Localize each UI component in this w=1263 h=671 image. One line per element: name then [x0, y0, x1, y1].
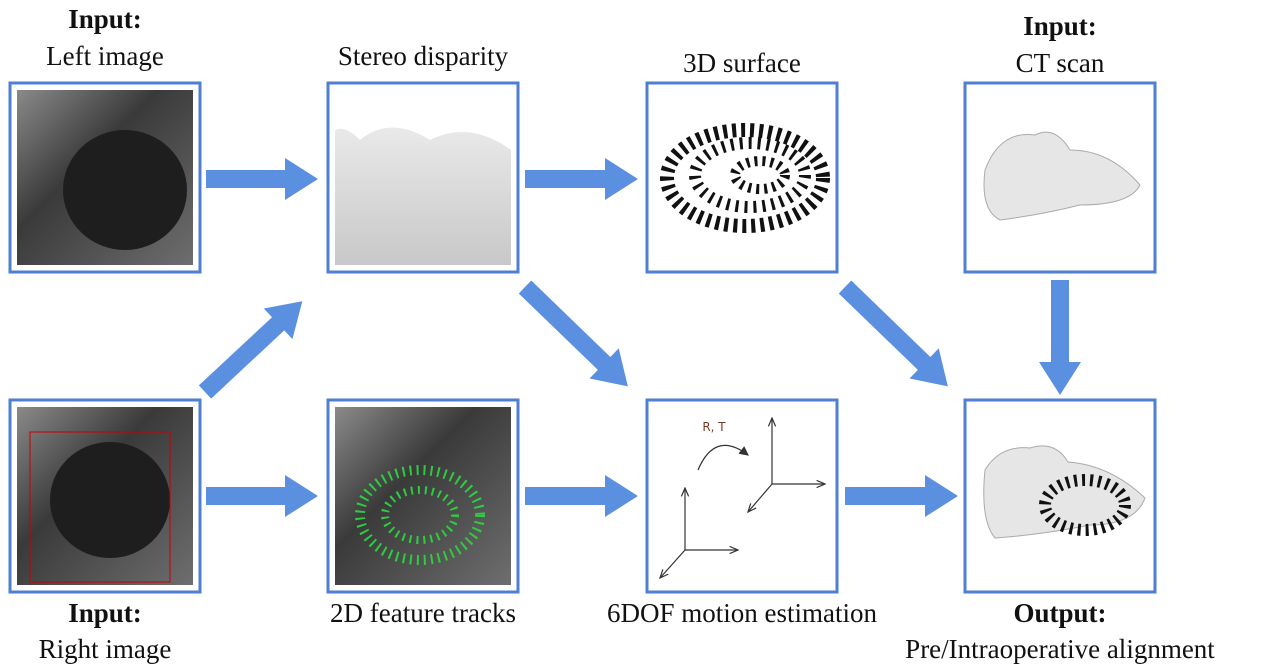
- arrow: [525, 158, 638, 200]
- node-label: Stereo disparity: [338, 41, 509, 71]
- node-heading: Input:: [68, 4, 142, 34]
- ct-liver: [984, 132, 1140, 220]
- node-heading: Output:: [1013, 598, 1106, 628]
- arrow: [206, 475, 318, 517]
- pipeline-diagram: Input: Left image Stereo disparity 3D su…: [0, 0, 1263, 671]
- node-label: Right image: [39, 634, 172, 664]
- left-image: [63, 130, 187, 250]
- arrow: [845, 475, 958, 517]
- right-image: [50, 442, 170, 558]
- node-label: 6DOF motion estimation: [607, 598, 878, 628]
- point-cloud: [667, 130, 823, 226]
- node-label: 3D surface: [683, 48, 801, 78]
- node-heading: Input:: [1023, 11, 1097, 41]
- node-heading: Input:: [68, 598, 142, 628]
- node-label: CT scan: [1016, 48, 1105, 78]
- node-label: Left image: [46, 41, 164, 71]
- node-box: [647, 400, 837, 592]
- arrow: [191, 286, 317, 407]
- arrow: [206, 158, 318, 200]
- arrow: [1039, 280, 1081, 395]
- coordinate-axes: [660, 418, 825, 578]
- arrow: [830, 272, 962, 402]
- node-label: Pre/Intraoperative alignment: [905, 634, 1215, 664]
- arrow: [525, 475, 638, 517]
- node-label: 2D feature tracks: [330, 598, 516, 628]
- annotation: R, T: [702, 420, 726, 434]
- arrow: [510, 272, 642, 402]
- arrows: [191, 158, 1081, 517]
